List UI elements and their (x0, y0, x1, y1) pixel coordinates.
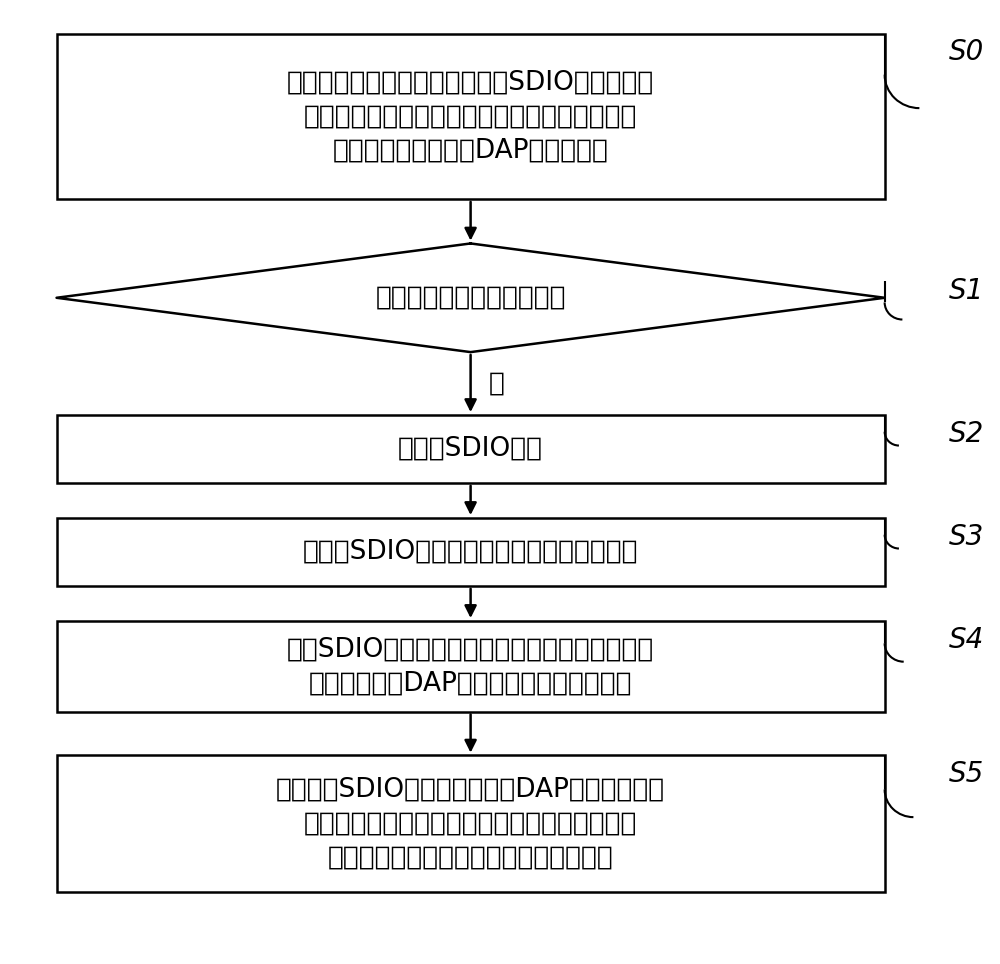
Text: 初始化SDIO接口: 初始化SDIO接口 (398, 436, 543, 462)
FancyBboxPatch shape (57, 415, 885, 483)
Text: S5: S5 (948, 761, 984, 789)
Text: 通过SDIO接口对外挂芯片进行配置，以使能信号
映射寄存器与DAP口之间建立数据流向关系: 通过SDIO接口对外挂芯片进行配置，以使能信号 映射寄存器与DAP口之间建立数据… (287, 636, 654, 696)
FancyBboxPatch shape (57, 518, 885, 586)
FancyBboxPatch shape (57, 34, 885, 199)
Text: S1: S1 (948, 277, 984, 305)
Text: S4: S4 (948, 626, 984, 654)
Text: S2: S2 (948, 419, 984, 447)
FancyBboxPatch shape (57, 621, 885, 711)
Text: S0: S0 (948, 39, 984, 67)
FancyBboxPatch shape (57, 756, 885, 893)
Text: 是: 是 (488, 370, 504, 396)
Text: 检测所述外挂芯片是否异常: 检测所述外挂芯片是否异常 (375, 284, 566, 310)
Text: 将所述SDIO接口的速度模式设置为低速模式: 将所述SDIO接口的速度模式设置为低速模式 (303, 539, 638, 565)
Text: S3: S3 (948, 522, 984, 550)
Text: 通过所述SDIO接口，按照所述DAP口对应的数据
协议向所述信号映射寄存器发送调试指令，以使
所述外挂芯片根据所述调试指令进行调试: 通过所述SDIO接口，按照所述DAP口对应的数据 协议向所述信号映射寄存器发送调… (276, 777, 665, 871)
Text: 在所述外挂芯片中预先配置可供SDIO接口访问的
寄存器，并将所述信号映射寄存器配置为映射所
述外挂芯片所集成的DAP对应的信号: 在所述外挂芯片中预先配置可供SDIO接口访问的 寄存器，并将所述信号映射寄存器配… (287, 69, 654, 163)
Polygon shape (57, 244, 885, 352)
